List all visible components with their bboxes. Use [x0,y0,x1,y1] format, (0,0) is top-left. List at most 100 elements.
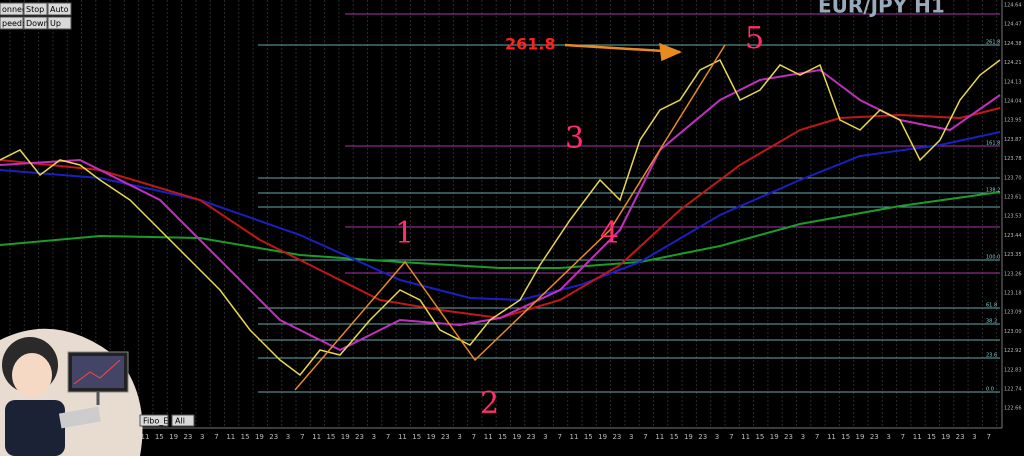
button-label[interactable]: Auto [50,5,69,14]
time-label: 19 [427,433,436,441]
chart-button[interactable] [139,414,169,427]
toolbar-button[interactable] [23,2,48,16]
time-label: 7 [729,433,733,441]
price-label: 123.70 [1004,175,1022,181]
price-label: 123.78 [1004,156,1022,162]
price-label: 123.18 [1004,291,1022,297]
fib-level-label: 23.6 [986,353,997,359]
price-label: 124.13 [1004,79,1022,85]
time-label: 11 [141,433,150,441]
time-label: 11 [226,433,235,441]
time-label: 11 [827,433,836,441]
time-label: 3 [372,433,376,441]
chart-button[interactable] [171,414,195,427]
time-label: 23 [441,433,450,441]
fib-level-label: 261.8 [986,40,1000,46]
avatar [0,328,143,456]
price-label: 123.35 [1004,252,1022,258]
toolbar-button[interactable] [23,16,48,30]
time-label: 7 [386,433,390,441]
time-label: 7 [643,433,647,441]
price-label: 123.61 [1004,195,1022,201]
price-label: 124.38 [1004,41,1022,47]
time-label: 7 [815,433,819,441]
moving-averages [0,58,1001,377]
time-label: 7 [557,433,561,441]
time-label: 19 [598,433,607,441]
price-label: 122.83 [1004,367,1022,373]
time-label: 19 [169,433,178,441]
time-label: 3 [200,433,204,441]
button-label[interactable]: Stop [26,5,44,14]
time-label: 7 [901,433,905,441]
wave-lines [294,42,726,391]
time-label: 15 [755,433,764,441]
time-label: 15 [927,433,936,441]
time-label: 11 [741,433,750,441]
bottom-buttons: Fibo_E All [139,414,195,427]
button-label[interactable]: onnect [2,5,30,14]
button-label[interactable]: peed:1 [2,19,30,28]
price-label: 122.92 [1004,348,1022,354]
button-label[interactable]: Fibo_E [143,417,168,426]
time-label: 15 [241,433,250,441]
axes: 124.64124.47124.38124.21124.13124.04123.… [0,0,1022,441]
time-label: 7 [300,433,304,441]
price-label: 123.44 [1004,233,1022,239]
time-label: 19 [770,433,779,441]
time-label: 11 [913,433,922,441]
toolbar-button[interactable] [47,16,72,30]
fib-level-label: 138.2 [986,188,1000,194]
price-label: 123.87 [1004,137,1022,143]
time-label: 23 [612,433,621,441]
price-label: 123.00 [1004,329,1022,335]
price-label: 122.66 [1004,406,1022,412]
time-label: 15 [841,433,850,441]
button-label[interactable]: Up [50,19,61,28]
time-label: 15 [498,433,507,441]
time-label: 19 [684,433,693,441]
symbol-title: EUR/JPY H1 [818,0,945,18]
time-label: 23 [527,433,536,441]
fib-level-label: 161.8 [986,141,1000,147]
fib-level-label: 100.0 [986,255,1000,261]
price-label: 122.74 [1004,387,1022,393]
time-label: 23 [784,433,793,441]
time-label: 3 [629,433,633,441]
price-label: 123.95 [1004,118,1022,124]
time-label: 19 [255,433,264,441]
time-label: 19 [856,433,865,441]
price-label: 123.53 [1004,214,1022,220]
vertical-grid [9,0,998,428]
wave-label: 5 [745,21,764,56]
time-label: 23 [870,433,879,441]
time-label: 3 [972,433,976,441]
fib-callout: 261.8 [505,35,556,54]
time-label: 3 [801,433,805,441]
time-label: 3 [457,433,461,441]
wave-label: 4 [600,216,619,251]
toolbar-button[interactable] [0,16,24,30]
time-label: 3 [543,433,547,441]
button-label[interactable]: Down [26,19,49,28]
time-label: 15 [326,433,335,441]
time-label: 3 [886,433,890,441]
price-label: 124.04 [1004,99,1022,105]
price-label: 123.26 [1004,271,1022,277]
wave-label: 2 [480,386,499,421]
time-label: 19 [341,433,350,441]
price-label: 123.09 [1004,310,1022,316]
time-label: 15 [412,433,421,441]
toolbar-button[interactable] [47,2,72,16]
time-label: 7 [472,433,476,441]
time-label: 7 [986,433,990,441]
toolbar-button[interactable] [0,2,24,16]
time-label: 15 [584,433,593,441]
time-label: 15 [670,433,679,441]
fib-level-label: 61.8 [986,303,997,309]
price-label: 124.64 [1004,3,1022,9]
button-label[interactable]: All [175,417,185,426]
time-label: 11 [398,433,407,441]
